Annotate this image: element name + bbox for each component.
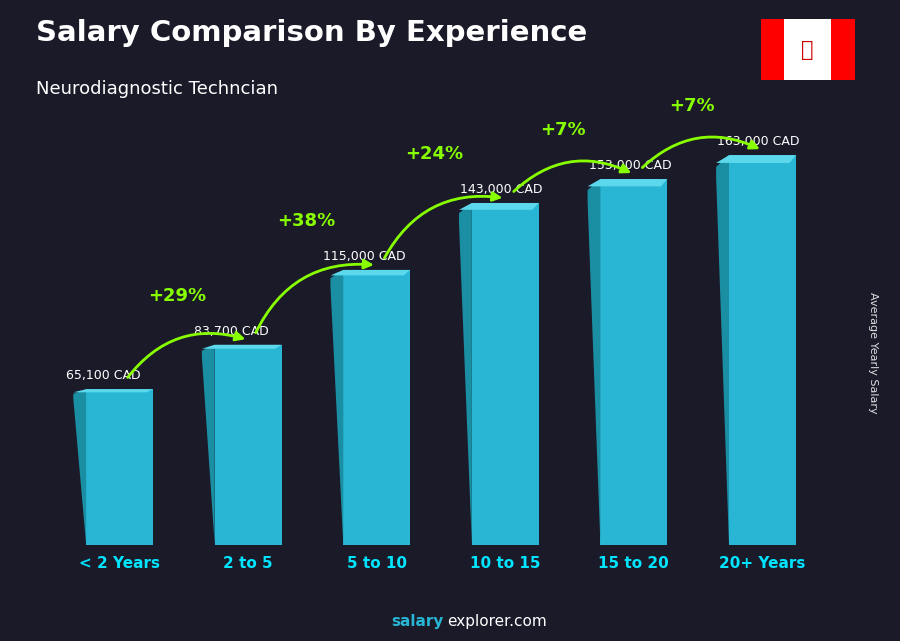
Polygon shape xyxy=(202,345,215,545)
Text: 65,100 CAD: 65,100 CAD xyxy=(66,369,140,382)
Polygon shape xyxy=(330,270,410,276)
Polygon shape xyxy=(588,179,667,187)
Text: Neurodiagnostic Techncian: Neurodiagnostic Techncian xyxy=(36,80,278,98)
Polygon shape xyxy=(73,389,153,392)
Bar xyxy=(600,179,667,545)
Bar xyxy=(215,345,282,545)
Text: +29%: +29% xyxy=(148,287,206,305)
Bar xyxy=(86,389,153,545)
Text: salary: salary xyxy=(392,615,444,629)
Text: 163,000 CAD: 163,000 CAD xyxy=(717,135,800,148)
Text: Average Yearly Salary: Average Yearly Salary xyxy=(868,292,878,413)
Bar xyxy=(784,19,832,80)
Bar xyxy=(832,19,855,80)
Polygon shape xyxy=(459,203,539,210)
Text: 143,000 CAD: 143,000 CAD xyxy=(460,183,543,196)
Text: +24%: +24% xyxy=(406,145,464,163)
Text: 115,000 CAD: 115,000 CAD xyxy=(323,250,405,263)
Bar xyxy=(472,203,539,545)
Text: 83,700 CAD: 83,700 CAD xyxy=(194,324,269,338)
Polygon shape xyxy=(716,155,729,545)
Polygon shape xyxy=(202,345,282,349)
Polygon shape xyxy=(716,155,796,163)
Bar xyxy=(760,19,784,80)
Bar xyxy=(729,155,796,545)
Text: +7%: +7% xyxy=(669,97,715,115)
Polygon shape xyxy=(588,179,600,545)
Text: +7%: +7% xyxy=(540,121,586,139)
Bar xyxy=(343,270,410,545)
Polygon shape xyxy=(73,389,86,545)
Polygon shape xyxy=(459,203,472,545)
Text: +38%: +38% xyxy=(277,212,335,230)
Text: Salary Comparison By Experience: Salary Comparison By Experience xyxy=(36,19,587,47)
Text: 🍁: 🍁 xyxy=(802,40,814,60)
Polygon shape xyxy=(330,270,343,545)
Text: 153,000 CAD: 153,000 CAD xyxy=(589,159,671,172)
Text: explorer.com: explorer.com xyxy=(447,615,547,629)
